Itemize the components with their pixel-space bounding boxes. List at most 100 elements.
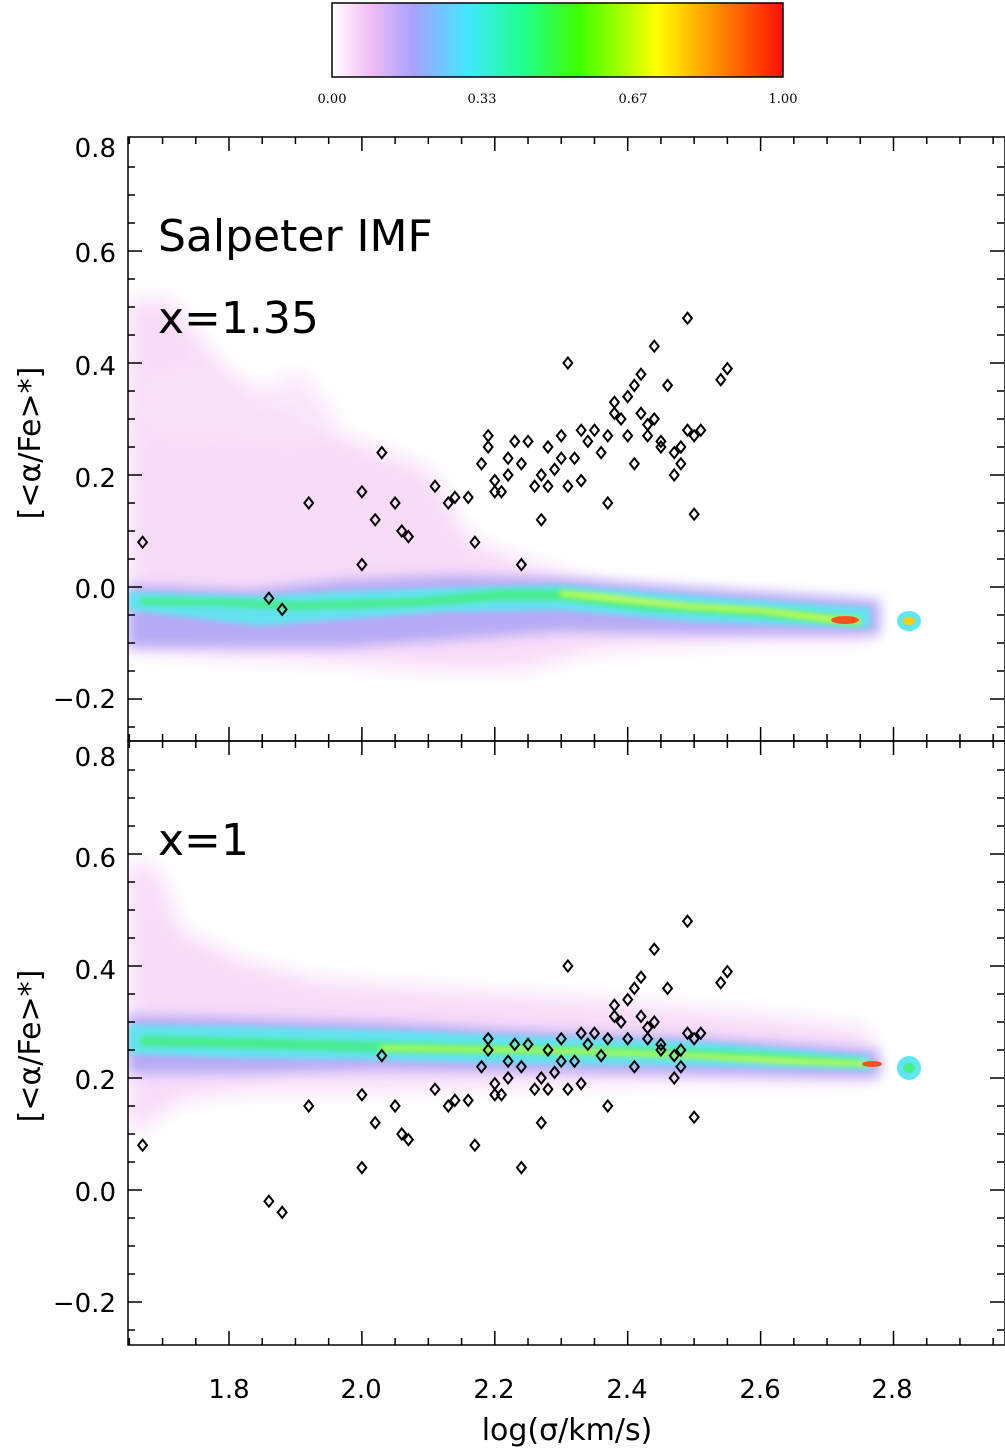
bottom-scatter-point (648, 1014, 660, 1030)
bottom-scatter-point (695, 1026, 707, 1041)
top-scatter-point (502, 467, 514, 483)
top-scatter-point (615, 411, 627, 427)
bottom-scatter-point (303, 1098, 315, 1114)
top-ytick-0.0: 0.0 (75, 575, 116, 605)
top-ticks (128, 137, 1004, 741)
top-scatter-point (688, 428, 700, 443)
top-scatter-point (681, 423, 694, 438)
top-ylabel: [<α/Fe>*] (13, 367, 48, 520)
top-ytick-0.8: 0.8 (75, 134, 116, 164)
top-scatter-point (635, 406, 647, 421)
bottom-scatter-point (628, 1059, 641, 1074)
bottom-scatter-point (535, 1115, 547, 1130)
bottom-scatter-point (509, 1037, 521, 1052)
colorbar-label-0: 0.00 (318, 92, 347, 107)
bottom-scatter-point (482, 1031, 494, 1046)
bottom-scatter-point (136, 1138, 149, 1153)
top-scatter-point (542, 479, 554, 494)
top-scatter-point (396, 523, 408, 539)
top-scatter-point (522, 434, 534, 449)
bottom-scatter-point (502, 1070, 514, 1086)
bottom-scatter-point (681, 1026, 694, 1041)
top-scatter-point (562, 479, 574, 494)
bottom-ylabel: [<α/Fe>*] (13, 970, 48, 1123)
bottom-ytick-0.6: 0.6 (75, 844, 116, 874)
top-isolated-core (903, 617, 915, 625)
top-scatter-point (449, 490, 461, 505)
bottom-scatter-point (356, 1160, 368, 1175)
bottom-heatmap (128, 860, 921, 1220)
colorbar: 0.00 0.33 0.67 1.00 (318, 2, 797, 107)
top-scatter-point (429, 479, 441, 494)
bottom-scatter-point (542, 1082, 554, 1097)
bottom-scatter-point (562, 1082, 574, 1097)
bottom-scatter-point (535, 1070, 547, 1086)
top-scatter-point (602, 495, 614, 511)
bottom-scatter-point (615, 1014, 627, 1030)
top-scatter-point (509, 434, 521, 449)
bottom-scatter-point (396, 1126, 408, 1142)
top-scatter-point (628, 378, 641, 393)
top-scatter-point (548, 462, 561, 477)
top-ytick-0.2: 0.2 (75, 464, 116, 494)
top-yellow-ridge (560, 591, 860, 624)
bottom-scatter-point (376, 1048, 388, 1063)
top-scatter-point (635, 367, 647, 382)
xtick-1.8: 1.8 (208, 1375, 249, 1405)
bottom-scatter-point (515, 1059, 528, 1074)
top-heatmap (128, 300, 921, 670)
bottom-scatter-point (429, 1082, 441, 1097)
top-scatter-point (502, 451, 514, 466)
top-scatter-point (668, 467, 680, 483)
bottom-ticks (128, 741, 1004, 1345)
xlabel: log(σ/km/s) (482, 1413, 653, 1448)
bottom-scatter-point (582, 1037, 594, 1052)
bottom-ytick-0.8: 0.8 (75, 743, 116, 773)
bottom-scatter-point (595, 1048, 607, 1063)
bottom-ytick-0.2: 0.2 (75, 1066, 116, 1096)
bottom-scatter-point (475, 1059, 488, 1074)
xtick-2.2: 2.2 (473, 1375, 514, 1405)
bottom-scatter-point (681, 914, 694, 929)
bottom-scatter-point (688, 1031, 700, 1046)
bottom-scatter-point (608, 1009, 621, 1024)
top-pink-cloud (128, 300, 870, 670)
top-scatter-point (648, 339, 660, 354)
top-scatter-point (475, 456, 488, 471)
bottom-scatter-point (502, 1054, 514, 1069)
bottom-scatter-point (575, 1026, 587, 1041)
top-scatter-point (628, 456, 641, 471)
bottom-scatter-point (655, 1042, 667, 1058)
bottom-scatter-point (715, 975, 727, 990)
bottom-scatter-point (356, 1087, 368, 1102)
xtick-2.4: 2.4 (606, 1375, 647, 1405)
bottom-scatter-point (635, 970, 647, 985)
bottom-scatter-point (276, 1205, 288, 1220)
bottom-scatter-point (635, 1009, 647, 1024)
bottom-scatter-point (495, 1087, 508, 1102)
bottom-scatter-point (622, 1031, 634, 1046)
bottom-ytick-0.4: 0.4 (75, 956, 116, 986)
bottom-ytick--0.2: −0.2 (53, 1289, 116, 1319)
bottom-scatter-point (449, 1093, 461, 1108)
top-scatter-point (622, 428, 634, 443)
top-scatter-point (555, 451, 567, 466)
top-scatter-point (568, 451, 581, 466)
bottom-scatter-point (263, 1194, 275, 1209)
bottom-scatter-point (661, 981, 674, 996)
bottom-scatter-point (622, 992, 634, 1007)
bottom-scatter-point (442, 1098, 454, 1114)
bottom-scatter-point (675, 1042, 687, 1058)
top-scatter-point (668, 445, 680, 460)
top-scatter-point (595, 445, 607, 460)
bottom-scatter-point (628, 981, 641, 996)
top-scatter-point (462, 490, 474, 505)
top-scatter-point (602, 428, 614, 443)
top-scatter-point (555, 428, 567, 443)
colorbar-gradient (331, 2, 784, 78)
top-scatter-point (469, 535, 481, 550)
bottom-pink-cloud (128, 860, 870, 1130)
bottom-isolated-core (903, 1063, 915, 1073)
bottom-scatter-point (402, 1132, 415, 1147)
bottom-scatter-point (482, 1042, 494, 1058)
